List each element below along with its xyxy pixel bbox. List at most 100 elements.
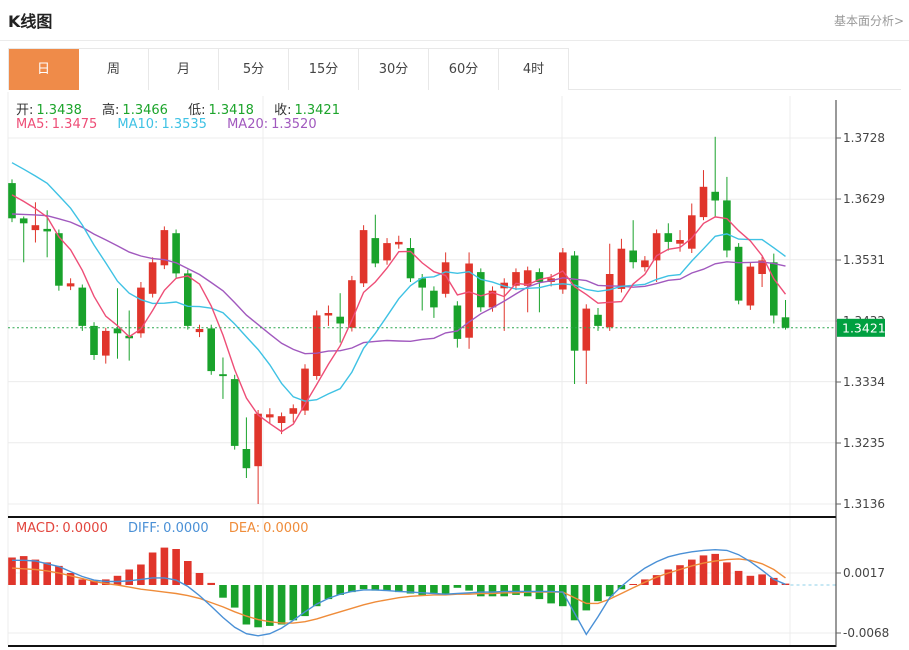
candle-body <box>55 233 63 286</box>
candle-body <box>605 274 614 328</box>
candle-body <box>641 260 649 268</box>
candle-body <box>430 290 438 308</box>
candle-body <box>406 248 415 279</box>
macd-bar <box>137 564 145 585</box>
macd-bar <box>676 565 684 585</box>
macd-bar <box>734 570 743 585</box>
macd-bar <box>301 585 309 617</box>
fundamental-analysis-link[interactable]: 基本面分析> <box>833 14 904 28</box>
candle-body <box>113 328 122 334</box>
tab-60min[interactable]: 60分 <box>429 49 499 90</box>
candle-body <box>418 278 426 288</box>
macd-legend: MACD: 0.0000 DIFF: 0.0000 DEA: 0.0000 <box>16 521 325 536</box>
candle-body <box>254 413 262 467</box>
axis-tick-label: 1.3334 <box>843 375 885 389</box>
candle-body <box>441 262 450 294</box>
macd-bar <box>113 575 122 585</box>
period-tabs: 日 周 月 5分 15分 30分 60分 4时 <box>8 48 569 90</box>
macd-bar <box>219 585 227 598</box>
macd-bars-layer <box>8 547 790 628</box>
tab-15min[interactable]: 15分 <box>289 49 359 90</box>
macd-bar <box>570 585 579 621</box>
candle-body <box>230 379 239 446</box>
macd-bar <box>242 585 251 625</box>
macd-bar <box>500 585 508 597</box>
macd-bar <box>723 562 731 585</box>
candle-body <box>770 262 778 316</box>
macd-bar <box>160 547 169 585</box>
candle-body <box>277 416 286 423</box>
candle-body <box>734 246 743 301</box>
low-info: 低: 1.3418 <box>188 103 254 118</box>
ma10-line <box>11 162 786 402</box>
macd-bar <box>523 585 532 597</box>
macd-bar <box>125 569 133 585</box>
candle-body <box>652 233 661 261</box>
macd-bar <box>66 573 75 585</box>
candle-body <box>207 328 215 372</box>
macd-bar <box>266 585 274 626</box>
macd-bar <box>230 585 239 608</box>
macd-bar <box>629 584 637 585</box>
tab-5min[interactable]: 5分 <box>219 49 289 90</box>
macd-bar <box>699 555 708 585</box>
diff-value-legend: DIFF: 0.0000 <box>128 521 209 536</box>
macd-bar <box>746 575 755 585</box>
macd-bar <box>383 585 391 591</box>
axis-tick-label: -0.0068 <box>843 626 889 640</box>
tab-day[interactable]: 日 <box>9 49 79 90</box>
macd-bar <box>359 585 368 590</box>
macd-bar <box>395 585 403 593</box>
macd-bar <box>148 552 157 585</box>
candle-body <box>43 228 51 232</box>
macd-value-legend: MACD: 0.0000 <box>16 521 108 536</box>
candle-body <box>688 215 696 249</box>
macd-bar <box>465 585 473 591</box>
axis-tick-label: 0.0017 <box>843 566 885 580</box>
axis-tick-label: 1.3136 <box>843 497 885 511</box>
macd-bar <box>559 585 567 607</box>
macd-bar <box>488 585 497 597</box>
close-info: 收: 1.3421 <box>274 103 340 118</box>
macd-bar <box>31 559 40 585</box>
candle-body <box>699 186 708 218</box>
candle-body <box>371 238 380 264</box>
candle-body <box>781 317 790 328</box>
ma-legend: MA5: 1.3475 MA10: 1.3535 MA20: 1.3520 <box>16 117 333 132</box>
axis-tick-label: 1.3235 <box>843 436 885 450</box>
tab-week[interactable]: 周 <box>79 49 149 90</box>
macd-bar <box>8 557 16 585</box>
candle-body <box>78 287 87 326</box>
candle-body <box>629 250 637 263</box>
candle-body <box>219 374 227 377</box>
candle-body <box>301 368 309 411</box>
macd-bar <box>195 573 204 585</box>
macd-bar <box>453 585 462 588</box>
open-info: 开: 1.3438 <box>16 103 82 118</box>
macd-bar <box>78 579 87 585</box>
candle-body <box>477 272 485 308</box>
candle-body <box>453 305 462 339</box>
candle-body <box>582 308 591 351</box>
diff-line <box>12 548 786 637</box>
ma10-legend: MA10: 1.3535 <box>117 117 207 132</box>
tab-month[interactable]: 月 <box>149 49 219 90</box>
macd-bar <box>711 553 719 585</box>
macd-bar <box>594 585 602 602</box>
macd-bar <box>582 585 591 611</box>
candle-body <box>617 248 626 289</box>
candle-body <box>570 255 579 351</box>
candle-body <box>676 240 684 244</box>
macd-bar <box>477 585 485 597</box>
candle-body <box>535 272 544 282</box>
page-title: K线图 <box>8 12 53 31</box>
ma5-legend: MA5: 1.3475 <box>16 117 98 132</box>
tab-4hour[interactable]: 4时 <box>499 49 569 90</box>
macd-bar <box>652 575 661 585</box>
macd-bar <box>605 585 614 597</box>
macd-bar <box>336 585 344 595</box>
candle-body <box>289 408 298 414</box>
tab-30min[interactable]: 30分 <box>359 49 429 90</box>
candle-body <box>465 263 473 338</box>
